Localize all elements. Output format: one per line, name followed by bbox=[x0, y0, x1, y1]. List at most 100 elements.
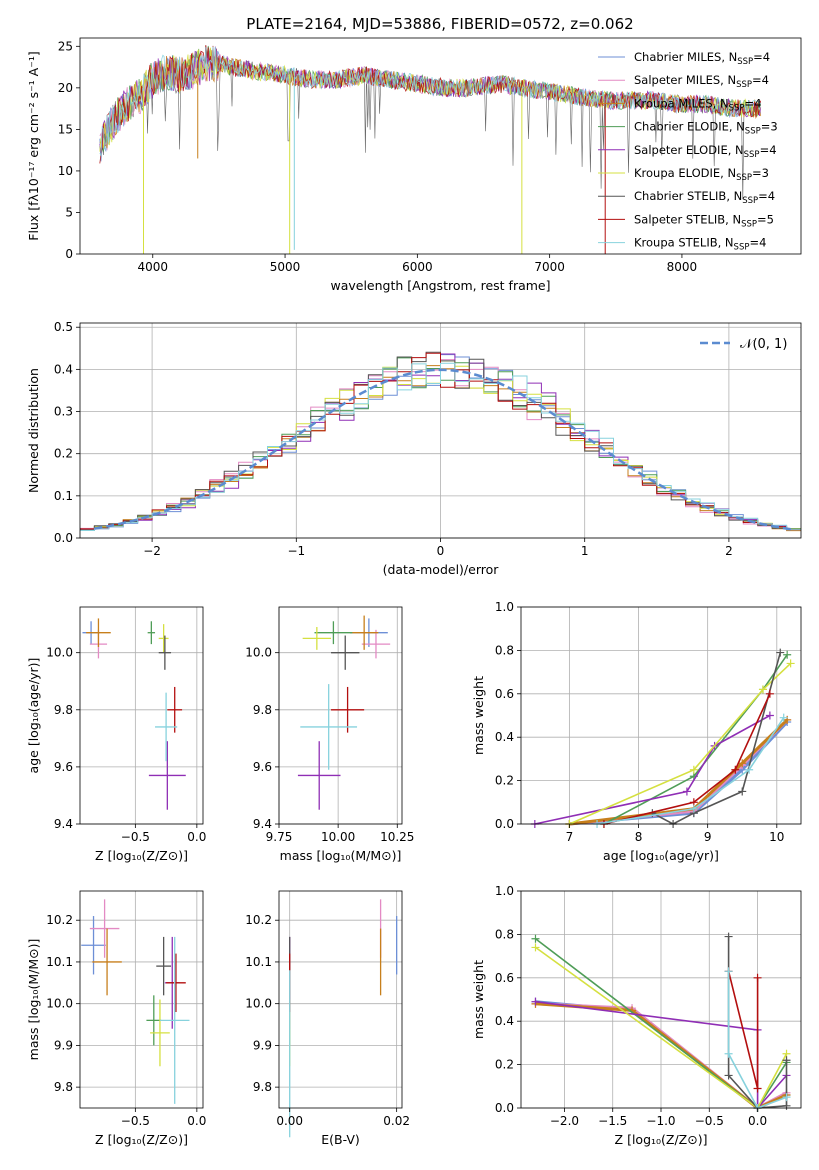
legend-sub: SSP bbox=[734, 243, 750, 253]
legend-name: Kroupa STELIB, N bbox=[634, 236, 734, 250]
spectrum-line-5 bbox=[99, 45, 762, 155]
weight-marker bbox=[682, 787, 691, 796]
y-axis-label: age [log₁₀(age/yr)] bbox=[26, 658, 41, 774]
y-tick-label: 0.4 bbox=[54, 362, 73, 376]
x-tick-label: −2 bbox=[143, 544, 161, 558]
x-tick-label: 0.0 bbox=[187, 1114, 206, 1128]
x-tick-label: 0 bbox=[437, 544, 445, 558]
weight-line-9 bbox=[727, 971, 787, 1109]
y-tick-label: 9.9 bbox=[253, 1038, 272, 1052]
legend-suffix: =4 bbox=[752, 73, 769, 87]
legend-sub: SSP bbox=[742, 196, 758, 206]
y-tick-label: 9.6 bbox=[54, 760, 73, 774]
weight-line-2 bbox=[569, 718, 789, 826]
y-tick-label: 1.0 bbox=[495, 600, 514, 614]
legend-label: Chabrier STELIB, NSSP=4 bbox=[634, 189, 775, 206]
weight-marker bbox=[724, 1049, 733, 1058]
legend-label: 𝒩(0, 1) bbox=[740, 337, 787, 352]
legend-label: Salpeter STELIB, NSSP=5 bbox=[634, 212, 774, 229]
y-tick-label: 0.4 bbox=[495, 730, 514, 744]
axes-weight_vs_Z bbox=[521, 890, 801, 1112]
y-tick-label: 0 bbox=[65, 247, 73, 261]
weight-marker bbox=[731, 765, 740, 774]
x-tick-label: 7 bbox=[566, 830, 574, 844]
weight-line-7 bbox=[652, 652, 782, 825]
legend-label: Chabrier MILES, NSSP=4 bbox=[634, 50, 770, 67]
weight-marker bbox=[689, 765, 698, 774]
y-axis-label: Normed distribution bbox=[26, 368, 41, 493]
weight-marker bbox=[758, 685, 767, 694]
weight-line-6 bbox=[569, 662, 792, 825]
y-tick-label: 9.9 bbox=[54, 1038, 73, 1052]
y-tick-label: 20 bbox=[58, 81, 73, 95]
plot-frame bbox=[79, 37, 802, 255]
y-tick-label: 1.0 bbox=[495, 884, 514, 898]
y-tick-label: 0.2 bbox=[495, 774, 514, 788]
y-tick-label: 9.8 bbox=[54, 1080, 73, 1094]
y-tick-label: 0.0 bbox=[495, 817, 514, 831]
weight-line-3 bbox=[569, 718, 789, 826]
legend-suffix: =4 bbox=[749, 236, 766, 250]
x-tick-label: 8 bbox=[635, 830, 643, 844]
plot-frame bbox=[520, 606, 802, 825]
y-tick-label: 0.2 bbox=[495, 1058, 514, 1072]
x-tick-label: 0.02 bbox=[383, 1114, 410, 1128]
weight-line-4 bbox=[603, 654, 788, 825]
y-tick-label: 0.0 bbox=[54, 531, 73, 545]
weight-marker bbox=[779, 713, 788, 722]
x-tick-label: 0.00 bbox=[276, 1114, 303, 1128]
legend-name: Salpeter STELIB, N bbox=[634, 212, 741, 226]
y-tick-label: 10 bbox=[58, 164, 73, 178]
legend-sub: SSP bbox=[737, 57, 753, 67]
x-tick-label: 10.25 bbox=[380, 830, 414, 844]
weight-line-9 bbox=[596, 717, 785, 825]
legend-sub: SSP bbox=[736, 173, 752, 183]
weight-marker bbox=[782, 1056, 791, 1065]
y-axis-label: Flux [fλ10⁻¹⁷ erg cm⁻² s⁻¹ A⁻¹] bbox=[26, 51, 41, 240]
y-tick-label: 0.2 bbox=[54, 447, 73, 461]
weight-marker bbox=[765, 689, 774, 698]
x-axis-label: age [log₁₀(age/yr)] bbox=[603, 848, 719, 863]
weight-marker bbox=[531, 934, 540, 943]
weight-marker bbox=[745, 765, 754, 774]
weight-marker bbox=[783, 650, 792, 659]
axes-age_vs_Z bbox=[80, 607, 203, 825]
weight-line-5 bbox=[534, 714, 771, 825]
y-tick-label: 0.3 bbox=[54, 405, 73, 419]
spectrum-line-9 bbox=[99, 46, 762, 157]
y-tick-label: 10.2 bbox=[46, 913, 73, 927]
axes-age_vs_mass bbox=[278, 607, 402, 825]
weight-marker bbox=[786, 659, 795, 668]
axes-weight_vs_age bbox=[521, 606, 801, 828]
weight-marker bbox=[753, 973, 762, 982]
y-tick-label: 25 bbox=[58, 39, 73, 53]
x-tick-label: 8000 bbox=[667, 260, 698, 274]
x-tick-label: −1.5 bbox=[598, 1114, 627, 1128]
y-tick-label: 0.8 bbox=[495, 643, 514, 657]
y-tick-label: 0.6 bbox=[495, 971, 514, 985]
normal-curve bbox=[94, 368, 794, 531]
x-tick-label: 0.0 bbox=[748, 1114, 767, 1128]
y-tick-label: 10.2 bbox=[245, 913, 272, 927]
chart-title: PLATE=2164, MJD=53886, FIBERID=0572, z=0… bbox=[246, 15, 633, 33]
x-axis-label: Z [log₁₀(Z/Z⊙)] bbox=[95, 1132, 188, 1147]
legend-name: Kroupa ELODIE, N bbox=[634, 166, 736, 180]
axes-residuals bbox=[80, 323, 801, 539]
legend-sub: SSP bbox=[745, 127, 761, 137]
x-tick-label: 6000 bbox=[402, 260, 433, 274]
y-tick-label: 0.5 bbox=[54, 320, 73, 334]
legend-name: Chabrier ELODIE, N bbox=[634, 120, 745, 134]
y-tick-label: 9.4 bbox=[54, 817, 73, 831]
spectrum-line-8 bbox=[99, 45, 762, 164]
x-tick-label: 4000 bbox=[137, 260, 168, 274]
weight-marker bbox=[782, 1101, 791, 1110]
weight-marker bbox=[738, 759, 747, 768]
weight-marker bbox=[724, 967, 733, 976]
x-tick-label: −1 bbox=[287, 544, 305, 558]
axes-mass_vs_ebv bbox=[279, 891, 402, 1138]
legend-suffix: =4 bbox=[758, 189, 775, 203]
x-axis-label: mass [log₁₀(M/M⊙)] bbox=[280, 848, 402, 863]
legend-sub: SSP bbox=[741, 219, 757, 229]
x-tick-label: −0.5 bbox=[121, 830, 150, 844]
